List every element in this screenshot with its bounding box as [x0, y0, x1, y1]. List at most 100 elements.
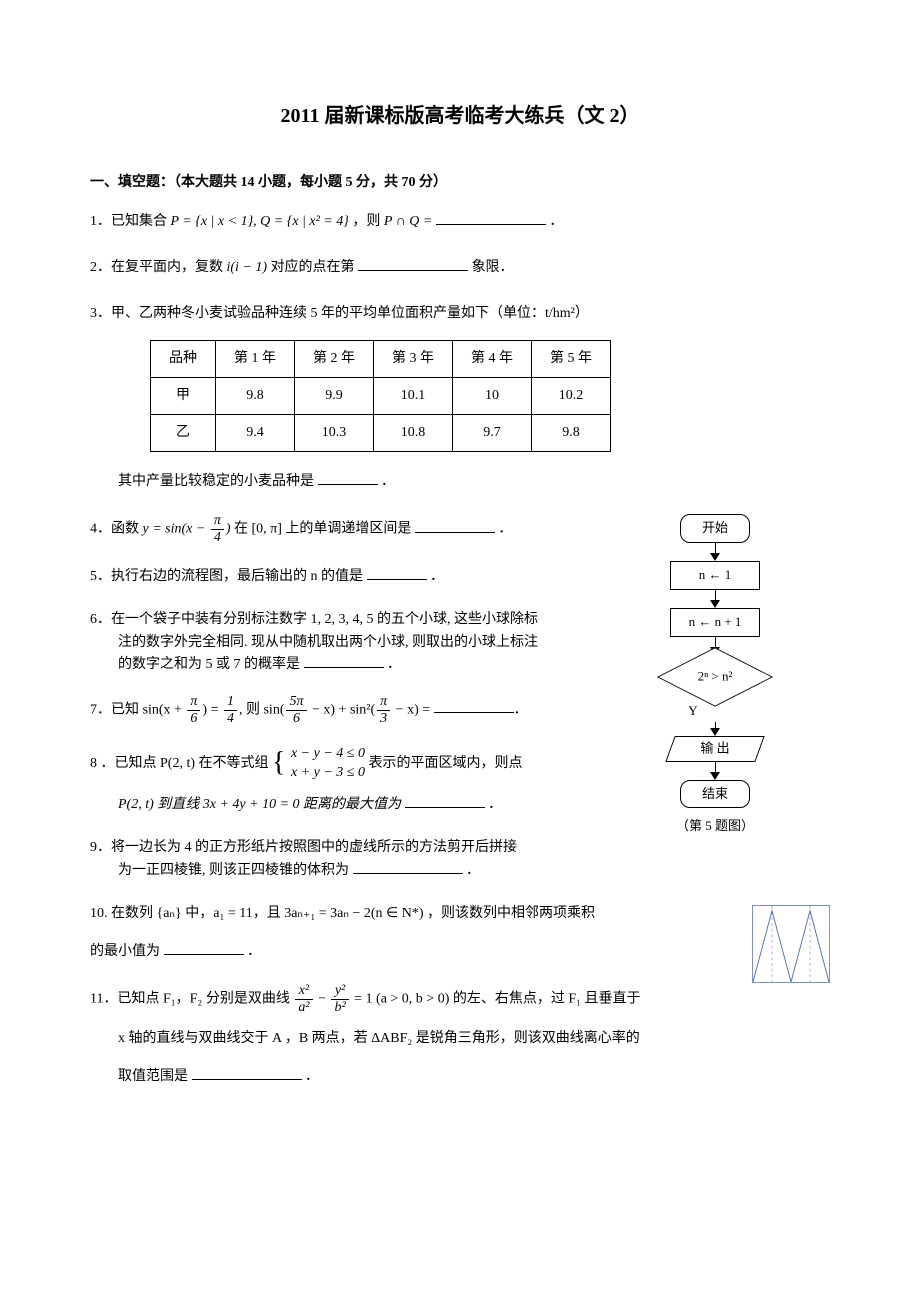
q6-l3-end: ．	[387, 657, 401, 672]
q7-f4d: 3	[377, 711, 390, 726]
q11-l3: 取值范围是	[118, 1069, 188, 1084]
table-header: 第 3 年	[374, 341, 453, 378]
q7-f2n: 1	[224, 695, 237, 711]
q5-end: ．	[430, 569, 444, 584]
q10-a: 10. 在数列 {aₙ} 中，a₁ = 11，且 3aₙ₊₁ = 3aₙ − 2…	[90, 906, 595, 921]
q11-fbd: b²	[331, 1000, 348, 1015]
q10-blank	[164, 941, 244, 955]
q4-den: 4	[211, 530, 224, 545]
question-5: 5．执行右边的流程图，最后输出的 n 的值是 ．	[90, 563, 620, 591]
q3-blank	[318, 471, 378, 485]
brace-icon: {	[272, 749, 285, 777]
flow-yes: Y	[586, 701, 800, 722]
q6-blank	[304, 654, 384, 668]
q7-f1n: π	[187, 695, 200, 711]
q6-l1: 6．在一个袋子中装有分别标注数字 1, 2, 3, 4, 5 的五个小球, 这些…	[90, 609, 620, 631]
q7-f3n: 5π	[286, 695, 306, 711]
q1-text-a: 1．已知集合	[90, 214, 171, 229]
q8-blank	[405, 794, 485, 808]
flow-start: 开始	[680, 514, 750, 543]
table-header: 第 2 年	[295, 341, 374, 378]
q5-blank	[367, 566, 427, 580]
q2-text-a: 2．在复平面内，复数	[90, 260, 227, 275]
question-8: 8 ．已知点 P(2, t) 在不等式组 { x − y − 4 ≤ 0 x +…	[90, 744, 620, 819]
q8-cases: x − y − 4 ≤ 0 x + y − 3 ≤ 0	[291, 744, 365, 783]
q10-b: 的最小值为	[90, 944, 160, 959]
page-title: 2011 届新课标版高考临考大练兵（文 2）	[90, 100, 830, 132]
q8-a: 8 ．已知点 P(2, t) 在不等式组	[90, 755, 272, 770]
q7-f2d: 4	[224, 711, 237, 726]
q11-fad: a²	[295, 1000, 312, 1015]
q8-case2: x + y − 3 ≤ 0	[291, 763, 365, 783]
q7-a: 7．已知 sin(x +	[90, 702, 185, 717]
table-cell: 9.7	[453, 415, 532, 452]
q11-l3-end: ．	[305, 1069, 319, 1084]
q8-b: 表示的平面区域内，则点	[368, 755, 522, 770]
q4-y: y = sin(x −	[143, 522, 209, 537]
section-header: 一、填空题：（本大题共 14 小题，每小题 5 分，共 70 分）	[90, 172, 830, 194]
two-column-region: 4．函数 y = sin(x − π4) 在 [0, π] 上的单调递增区间是 …	[90, 514, 830, 837]
q4-blank	[415, 519, 495, 533]
q11-eq: = 1 (a > 0, b > 0) 的左、右焦点，过 F₁ 且垂直于	[354, 992, 640, 1007]
table-header: 第 4 年	[453, 341, 532, 378]
table-header: 第 1 年	[216, 341, 295, 378]
q7-f1d: 6	[187, 711, 200, 726]
q7-blank	[434, 699, 514, 713]
q10-c: ．	[247, 944, 261, 959]
table-cell: 10.3	[295, 415, 374, 452]
q1-blank	[436, 211, 546, 225]
question-11: 11．已知点 F₁，F₂ 分别是双曲线 x²a² − y²b² = 1 (a >…	[90, 984, 830, 1091]
q7-close: − x) =	[392, 702, 430, 717]
q1-set: P = {x | x < 1}, Q = {x | x² = 4}	[171, 214, 349, 229]
q9-l2: 为一正四棱锥, 则该正四棱锥的体积为	[118, 863, 349, 878]
q3-tail: 其中产量比较稳定的小麦品种是	[118, 474, 314, 489]
question-6: 6．在一个袋子中装有分别标注数字 1, 2, 3, 4, 5 的五个小球, 这些…	[90, 609, 620, 676]
q9-blank	[353, 860, 463, 874]
table-cell: 甲	[151, 378, 216, 415]
q7-f4n: π	[377, 695, 390, 711]
question-9: 9．将一边长为 4 的正方形纸片按照图中的虚线所示的方法剪开后拼接 为一正四棱锥…	[90, 837, 830, 882]
flow-cond: 2ⁿ > n²	[669, 655, 761, 699]
q4-text-b: 在 [0, π] 上的单调递增区间是	[234, 522, 411, 537]
q11-blank	[192, 1066, 302, 1080]
q2-text-b: 对应的点在第	[271, 260, 355, 275]
q2-text-c: 象限．	[472, 260, 514, 275]
q7-m1: ) =	[202, 702, 222, 717]
q4-close: )	[226, 522, 231, 537]
q7-f3d: 6	[286, 711, 306, 726]
q4-num: π	[211, 514, 224, 530]
q11-fbn: y²	[331, 984, 348, 1000]
table-cell: 9.4	[216, 415, 295, 452]
question-2: 2．在复平面内，复数 i(i − 1) 对应的点在第 象限．	[90, 254, 830, 282]
q6-l3: 的数字之和为 5 或 7 的概率是	[118, 657, 300, 672]
q8-c: P(2, t) 到直线 3x + 4y + 10 = 0 距离的最大值为	[118, 797, 401, 812]
q8-d: ．	[488, 797, 502, 812]
left-column: 4．函数 y = sin(x − π4) 在 [0, π] 上的单调递增区间是 …	[90, 514, 620, 836]
table-cell: 10.2	[532, 378, 611, 415]
question-10: 10. 在数列 {aₙ} 中，a₁ = 11，且 3aₙ₊₁ = 3aₙ − 2…	[90, 900, 830, 928]
flow-cond-label: 2ⁿ > n²	[698, 666, 733, 687]
table-cell: 9.8	[216, 378, 295, 415]
table-cell: 9.9	[295, 378, 374, 415]
flowchart: 开始 n ← 1 n ← n + 1 2ⁿ > n² Y 输 出 结束 （第 5…	[630, 514, 800, 837]
flow-output-label: 输 出	[700, 738, 729, 759]
q11-l2: x 轴的直线与双曲线交于 A ，B 两点，若 ΔABF₂ 是锐角三角形，则该双曲…	[90, 1025, 830, 1053]
question-1: 1．已知集合 P = {x | x < 1}, Q = {x | x² = 4}…	[90, 208, 830, 236]
flow-output: 输 出	[665, 736, 764, 762]
question-10-tail: 的最小值为 ．	[90, 938, 830, 966]
q5-text: 5．执行右边的流程图，最后输出的 n 的值是	[90, 569, 363, 584]
table-cell: 10.8	[374, 415, 453, 452]
q1-text-c: ．	[549, 214, 563, 229]
q4-text-a: 4．函数	[90, 522, 143, 537]
q8-case1: x − y − 4 ≤ 0	[291, 744, 365, 764]
table-cell: 乙	[151, 415, 216, 452]
q7-m3: − x) + sin²(	[309, 702, 376, 717]
q3-intro: 3．甲、乙两种冬小麦试验品种连续 5 年的平均单位面积产量如下（单位：t/hm²…	[90, 300, 830, 328]
flow-step1: n ← 1	[670, 561, 760, 590]
flow-end: 结束	[680, 780, 750, 809]
q1-result: P ∩ Q =	[384, 214, 432, 229]
q9-figure	[752, 905, 830, 983]
question-3: 3．甲、乙两种冬小麦试验品种连续 5 年的平均单位面积产量如下（单位：t/hm²…	[90, 300, 830, 496]
table-cell: 10.1	[374, 378, 453, 415]
q6-l2: 注的数字外完全相同. 现从中随机取出两个小球, 则取出的小球上标注	[90, 632, 620, 654]
